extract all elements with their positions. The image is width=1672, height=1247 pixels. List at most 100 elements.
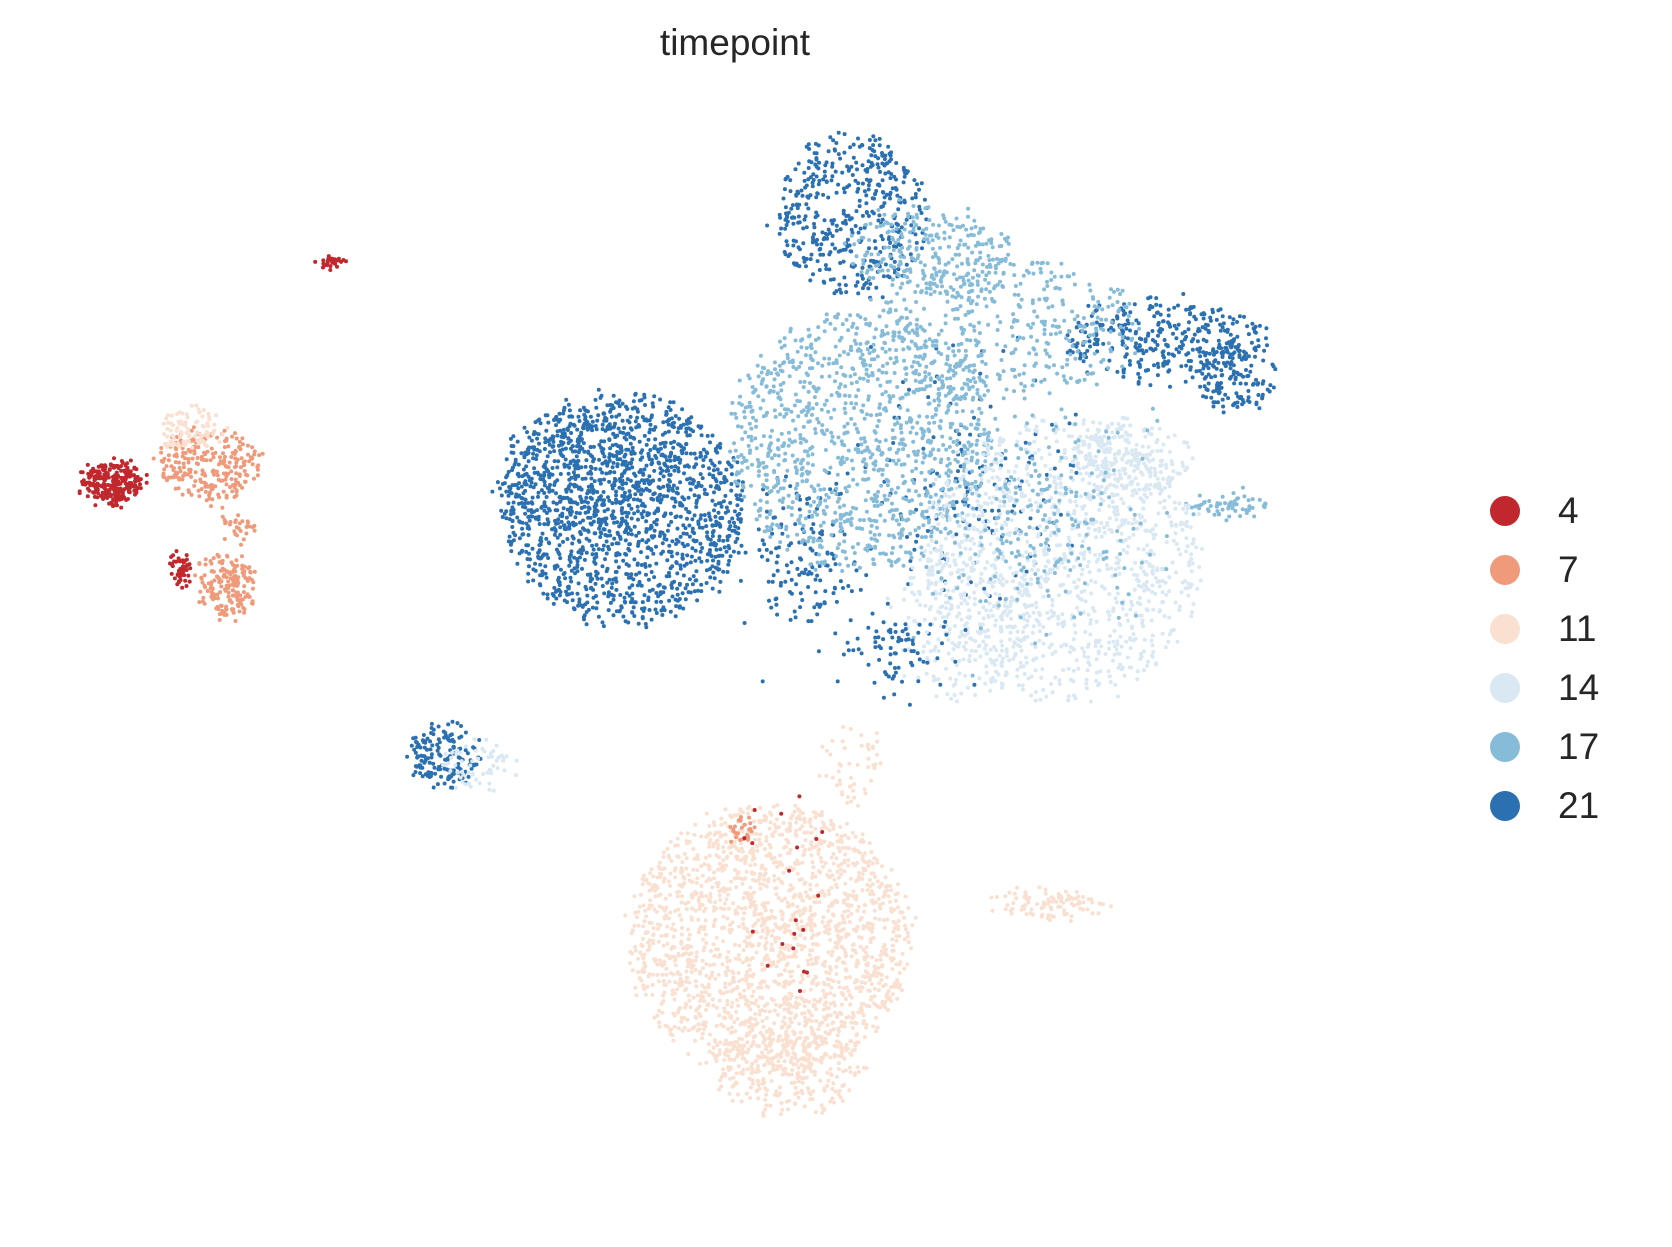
point-21 [1246, 373, 1251, 378]
point-21 [699, 433, 704, 438]
point-21 [696, 519, 701, 524]
point-17 [897, 197, 902, 202]
point-21 [550, 444, 555, 449]
point-17 [1006, 241, 1011, 246]
point-21 [682, 464, 687, 469]
point-17 [889, 487, 894, 492]
point-21 [805, 501, 810, 506]
point-21 [882, 201, 887, 206]
point-17 [842, 460, 846, 465]
point-17 [885, 380, 890, 384]
point-17 [1123, 343, 1128, 348]
point-17 [820, 428, 824, 433]
point-21 [567, 408, 572, 413]
point-17 [824, 492, 829, 497]
point-14 [1031, 624, 1036, 629]
point-21 [834, 223, 839, 228]
point-17 [734, 415, 739, 420]
point-17 [832, 407, 837, 412]
point-17 [824, 504, 829, 509]
point-21 [830, 242, 835, 247]
point-21 [666, 405, 671, 410]
point-14 [1015, 439, 1020, 444]
point-21 [671, 400, 676, 405]
point-21 [558, 532, 563, 537]
point-21 [664, 411, 669, 416]
point-21 [1268, 383, 1273, 388]
point-21 [521, 504, 525, 509]
point-21 [569, 489, 574, 494]
point-21 [809, 160, 814, 165]
point-17 [789, 409, 794, 414]
point-21 [575, 427, 580, 432]
point-17 [934, 408, 939, 412]
point-21 [519, 451, 524, 456]
point-17 [877, 269, 882, 274]
point-21 [626, 531, 631, 536]
point-17 [810, 406, 815, 411]
point-21 [636, 543, 640, 548]
point-21 [784, 239, 789, 244]
point-21 [618, 593, 623, 597]
point-21 [1244, 368, 1248, 372]
point-17 [894, 461, 899, 466]
point-21 [668, 609, 673, 614]
point-17 [932, 338, 937, 343]
point-21 [588, 464, 593, 469]
point-14 [1167, 575, 1172, 580]
point-17 [966, 298, 971, 302]
point-21 [599, 445, 604, 450]
point-21 [708, 567, 712, 571]
point-17 [849, 516, 854, 521]
point-17 [877, 405, 882, 410]
point-17 [898, 426, 903, 431]
point-17 [882, 407, 886, 412]
point-21 [608, 469, 613, 474]
point-17 [946, 456, 951, 461]
point-21 [611, 613, 616, 618]
point-17 [1042, 327, 1047, 332]
point-21 [701, 447, 706, 452]
point-17 [1236, 496, 1240, 501]
point-21 [520, 526, 525, 531]
point-21 [577, 597, 582, 602]
point-21 [616, 426, 621, 431]
point-21 [856, 230, 861, 235]
point-21 [1244, 381, 1248, 386]
point-17 [959, 395, 964, 400]
point-21 [572, 463, 577, 468]
point-17 [780, 444, 785, 449]
point-21 [1203, 322, 1208, 327]
point-21 [1220, 355, 1225, 359]
point-21 [769, 550, 774, 555]
point-21 [669, 441, 673, 445]
point-21 [717, 471, 722, 476]
point-17 [1106, 304, 1111, 309]
point-17 [976, 422, 981, 427]
point-21 [583, 464, 588, 469]
point-21 [718, 501, 723, 506]
point-17 [880, 346, 885, 351]
point-21 [573, 515, 578, 520]
point-17 [822, 432, 827, 437]
point-21 [891, 441, 896, 445]
point-17 [824, 312, 829, 317]
point-21 [1260, 396, 1265, 401]
point-21 [661, 484, 666, 489]
point-21 [675, 586, 680, 591]
point-17 [920, 436, 925, 441]
point-17 [1075, 380, 1080, 385]
point-21 [683, 597, 688, 602]
point-17 [929, 361, 934, 366]
point-21 [661, 585, 666, 590]
point-21 [536, 517, 541, 522]
point-21 [586, 505, 591, 510]
point-21 [719, 515, 724, 520]
point-17 [874, 225, 879, 229]
point-21 [520, 548, 525, 553]
point-17 [1080, 328, 1085, 333]
point-21 [508, 490, 513, 495]
point-21 [1198, 384, 1203, 389]
point-17 [1070, 309, 1075, 314]
point-21 [581, 441, 586, 446]
